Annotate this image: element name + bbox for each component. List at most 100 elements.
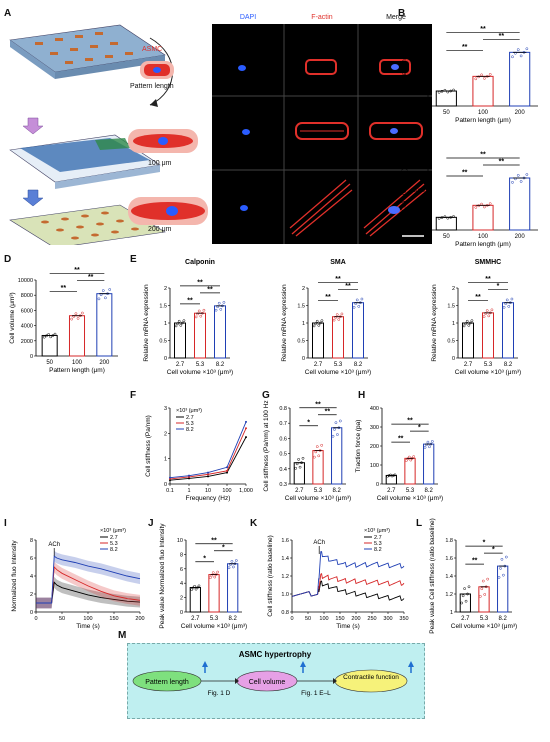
edge-label-1: Fig. 1 D bbox=[208, 690, 231, 697]
y-tick-label: 200 bbox=[416, 42, 425, 48]
data-point bbox=[437, 90, 441, 94]
bar bbox=[404, 457, 416, 485]
data-point bbox=[188, 477, 190, 480]
x-tick-label: 50 bbox=[443, 234, 450, 240]
y-tick-label: 8 bbox=[180, 552, 183, 558]
data-point bbox=[483, 76, 486, 80]
bar bbox=[497, 565, 509, 613]
x-tick-label: 200 bbox=[515, 234, 526, 240]
x-tick-label: 2.7 bbox=[295, 488, 304, 494]
bar bbox=[509, 177, 531, 231]
data-point bbox=[474, 206, 478, 209]
data-point bbox=[301, 456, 305, 460]
data-point bbox=[208, 576, 212, 580]
bar bbox=[194, 312, 206, 359]
data-point bbox=[355, 298, 359, 302]
data-point bbox=[430, 440, 434, 443]
x-tick-label: 5.3 bbox=[314, 488, 323, 494]
data-point bbox=[464, 599, 468, 603]
chart-B: 0 50 100 150 200 250 50 100 200 ** ** ** Pattern len… bbox=[401, 26, 538, 124]
significance-label: ** bbox=[325, 294, 331, 301]
y-axis-label: Cell stiffness (ratio baseline) bbox=[267, 535, 274, 617]
data-point bbox=[333, 428, 336, 431]
ach-annotation: ACh bbox=[313, 540, 325, 546]
y-tick-label: 150 bbox=[416, 57, 425, 63]
y-tick-label: 0.5 bbox=[447, 339, 455, 345]
chart-D: 0 2000 4000 6000 8000 10000 50 100 200 ** ** ** Patt… bbox=[9, 267, 118, 374]
significance-label: ** bbox=[74, 267, 80, 274]
data-point bbox=[312, 455, 316, 459]
bar bbox=[312, 450, 324, 485]
significance-label: ** bbox=[345, 283, 351, 290]
bar bbox=[352, 302, 364, 359]
data-point bbox=[337, 318, 341, 321]
y-tick-label: 4 bbox=[30, 574, 33, 580]
y-axis-label: Peak value Normalized fluo Intensity bbox=[159, 523, 166, 629]
significance-label: ** bbox=[462, 170, 468, 177]
y-tick-label: 300 bbox=[370, 425, 379, 431]
data-point bbox=[340, 312, 344, 316]
y-tick-label: 1.4 bbox=[281, 556, 289, 562]
y-tick-label: 2 bbox=[30, 592, 33, 598]
significance-label: ** bbox=[398, 436, 404, 443]
data-point bbox=[320, 319, 324, 323]
data-point bbox=[315, 319, 319, 323]
data-point bbox=[338, 419, 342, 423]
data-point bbox=[428, 445, 431, 449]
panel-letter-g: G bbox=[262, 390, 270, 401]
y-tick-label: 2000 bbox=[413, 201, 425, 207]
bar bbox=[68, 315, 86, 357]
node-pattern-length-label: Pattern length bbox=[145, 679, 189, 686]
data-point bbox=[488, 202, 492, 206]
y-tick-label: 1.8 bbox=[445, 538, 453, 544]
significance-label: ** bbox=[480, 152, 486, 159]
x-tick-label: 2.7 bbox=[191, 616, 200, 622]
y-axis-label: Relative mRNA expression bbox=[143, 284, 150, 362]
x-tick-label: 2.7 bbox=[387, 488, 396, 494]
x-tick-label: 0 bbox=[34, 616, 37, 622]
y-tick-label: 3 bbox=[164, 406, 167, 412]
data-point bbox=[519, 180, 523, 183]
x-axis-label: Pattern length (μm) bbox=[455, 117, 511, 124]
x-axis-label: Cell volume ×10³ (μm³) bbox=[181, 623, 247, 630]
data-point bbox=[314, 322, 317, 325]
data-point bbox=[470, 319, 474, 323]
pattern-100-label: 100 μm bbox=[148, 160, 172, 167]
data-point bbox=[202, 308, 206, 312]
x-tick-label: 100 bbox=[222, 488, 231, 494]
data-point bbox=[525, 47, 529, 51]
data-point bbox=[104, 296, 107, 300]
data-point bbox=[465, 319, 469, 323]
data-point bbox=[467, 585, 471, 589]
significance-label: ** bbox=[407, 418, 413, 425]
data-point bbox=[53, 332, 57, 336]
data-point bbox=[211, 571, 215, 575]
x-tick-label: 300 bbox=[383, 616, 392, 622]
data-point bbox=[502, 573, 505, 577]
data-point bbox=[443, 215, 447, 219]
data-point bbox=[76, 317, 80, 320]
x-tick-label: 8.2 bbox=[216, 362, 225, 368]
x-tick-label: 100 bbox=[72, 360, 83, 366]
legend-entry: 2.7 bbox=[374, 535, 382, 541]
data-point bbox=[502, 305, 506, 309]
x-tick-label: 200 bbox=[99, 360, 110, 366]
y-tick-label: 1 bbox=[164, 321, 167, 327]
chart-E1: 0 0.5 1 1.5 2 2.7 5.3 8.2 ** ** ** Calponin Cell vol… bbox=[143, 259, 233, 376]
data-point bbox=[169, 476, 171, 479]
node-contractile-label: Contractile function bbox=[343, 674, 399, 681]
data-point bbox=[97, 297, 101, 301]
data-point bbox=[488, 73, 492, 76]
chart-G: 0.30.40.50.60.70.82.7 5.3 8.2*****Cell vol… bbox=[263, 400, 351, 502]
x-axis-label: Cell volume ×10³ (μm³) bbox=[305, 369, 371, 376]
panel-letter-a: A bbox=[4, 8, 12, 19]
significance-label: ** bbox=[480, 26, 486, 33]
y-tick-label: 1000 bbox=[413, 215, 425, 221]
data-point bbox=[227, 566, 231, 570]
significance-label: ** bbox=[88, 274, 94, 281]
data-point bbox=[191, 586, 195, 590]
y-tick-label: 0 bbox=[302, 356, 305, 362]
ach-annotation: ACh bbox=[48, 542, 60, 548]
y-tick-label: 100 bbox=[416, 73, 425, 79]
